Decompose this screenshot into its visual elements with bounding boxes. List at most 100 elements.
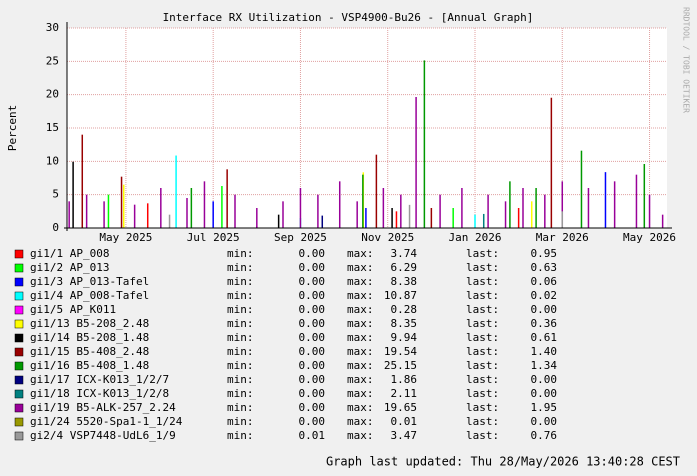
legend-swatch bbox=[14, 291, 24, 301]
stat-label: last: bbox=[466, 429, 499, 442]
stat-value: 1.40 bbox=[531, 345, 558, 358]
y-tick-label: 5 bbox=[52, 188, 59, 201]
stat-value: 0.00 bbox=[299, 261, 326, 274]
stat-value: 0.00 bbox=[531, 373, 558, 386]
legend-swatch bbox=[14, 263, 24, 273]
legend-swatch bbox=[14, 249, 24, 259]
stat-label: min: bbox=[227, 401, 254, 414]
stat-value: 0.00 bbox=[299, 387, 326, 400]
stat-value: 0.06 bbox=[531, 275, 558, 288]
stat-value: 3.47 bbox=[391, 429, 418, 442]
legend-label: gi1/2 AP_013 bbox=[30, 261, 109, 274]
x-tick-label: Nov 2025 bbox=[361, 231, 414, 244]
legend-swatch bbox=[14, 347, 24, 357]
stat-value: 0.00 bbox=[299, 415, 326, 428]
stat-value: 0.00 bbox=[299, 331, 326, 344]
stat-label: min: bbox=[227, 317, 254, 330]
stat-label: max: bbox=[347, 373, 374, 386]
footer: Graph last updated: Thu 28/May/2026 13:4… bbox=[326, 455, 680, 469]
stat-label: max: bbox=[347, 261, 374, 274]
stat-value: 0.00 bbox=[299, 317, 326, 330]
legend-label: gi1/1 AP_008 bbox=[30, 247, 109, 260]
watermark: RRDTOOL / TOBI OETIKER bbox=[682, 7, 691, 113]
legend-swatch bbox=[14, 375, 24, 385]
stat-label: max: bbox=[347, 289, 374, 302]
stat-label: max: bbox=[347, 345, 374, 358]
legend-swatch bbox=[14, 277, 24, 287]
stat-value: 6.29 bbox=[391, 261, 418, 274]
stat-label: max: bbox=[347, 401, 374, 414]
stat-value: 8.35 bbox=[391, 317, 418, 330]
stat-value: 9.94 bbox=[391, 331, 418, 344]
stat-label: max: bbox=[347, 275, 374, 288]
stat-label: last: bbox=[466, 261, 499, 274]
stat-label: last: bbox=[466, 289, 499, 302]
stat-value: 0.00 bbox=[299, 289, 326, 302]
stat-value: 2.11 bbox=[391, 387, 418, 400]
stat-value: 0.00 bbox=[531, 415, 558, 428]
legend-swatch bbox=[14, 305, 24, 315]
stat-label: min: bbox=[227, 261, 254, 274]
y-tick-label: 20 bbox=[46, 88, 59, 101]
stat-value: 25.15 bbox=[384, 359, 417, 372]
stat-value: 1.86 bbox=[391, 373, 418, 386]
legend-label: gi2/4 VSP7448-UdL6_1/9 bbox=[30, 429, 176, 442]
stat-label: min: bbox=[227, 303, 254, 316]
stat-label: min: bbox=[227, 331, 254, 344]
stat-label: last: bbox=[466, 247, 499, 260]
stat-value: 8.38 bbox=[391, 275, 418, 288]
stat-label: max: bbox=[347, 415, 374, 428]
stat-value: 10.87 bbox=[384, 289, 417, 302]
y-tick-label: 0 bbox=[52, 221, 59, 234]
stat-value: 0.02 bbox=[531, 289, 558, 302]
legend-label: gi1/15 B5-408_2.48 bbox=[30, 345, 149, 358]
legend-label: gi1/3 AP_013-Tafel bbox=[30, 275, 149, 288]
stat-label: last: bbox=[466, 303, 499, 316]
stat-value: 1.34 bbox=[531, 359, 558, 372]
stat-value: 19.54 bbox=[384, 345, 417, 358]
stat-value: 0.01 bbox=[391, 415, 418, 428]
stat-label: min: bbox=[227, 415, 254, 428]
stat-label: last: bbox=[466, 275, 499, 288]
legend-label: gi1/18 ICX-K013_1/2/8 bbox=[30, 387, 169, 400]
legend-label: gi1/13 B5-208_2.48 bbox=[30, 317, 149, 330]
legend-label: gi1/5 AP_K011 bbox=[30, 303, 116, 316]
legend-swatch bbox=[14, 333, 24, 343]
stat-value: 0.00 bbox=[531, 387, 558, 400]
stat-label: last: bbox=[466, 345, 499, 358]
stat-label: min: bbox=[227, 387, 254, 400]
x-tick-label: Sep 2025 bbox=[274, 231, 327, 244]
stat-value: 0.00 bbox=[299, 303, 326, 316]
stat-value: 19.65 bbox=[384, 401, 417, 414]
stat-label: min: bbox=[227, 359, 254, 372]
stat-label: last: bbox=[466, 331, 499, 344]
stat-label: min: bbox=[227, 275, 254, 288]
stat-value: 0.00 bbox=[299, 275, 326, 288]
stat-label: max: bbox=[347, 387, 374, 400]
stat-label: min: bbox=[227, 247, 254, 260]
stat-value: 0.00 bbox=[299, 401, 326, 414]
y-tick-label: 10 bbox=[46, 154, 59, 167]
stat-value: 0.76 bbox=[531, 429, 558, 442]
stat-label: last: bbox=[466, 317, 499, 330]
stat-value: 3.74 bbox=[391, 247, 418, 260]
x-tick-label: Jul 2025 bbox=[187, 231, 240, 244]
legend-label: gi1/14 B5-208_1.48 bbox=[30, 331, 149, 344]
legend-swatch bbox=[14, 361, 24, 371]
legend-label: gi1/4 AP_008-Tafel bbox=[30, 289, 149, 302]
legend-swatch bbox=[14, 319, 24, 329]
stat-label: max: bbox=[347, 359, 374, 372]
stat-value: 0.01 bbox=[299, 429, 326, 442]
stat-value: 0.00 bbox=[531, 303, 558, 316]
legend-swatch bbox=[14, 431, 24, 441]
stat-label: last: bbox=[466, 359, 499, 372]
x-tick-label: Mar 2026 bbox=[536, 231, 589, 244]
legend-label: gi1/24 5520-Spa1-1_1/24 bbox=[30, 415, 183, 428]
y-tick-label: 25 bbox=[46, 54, 59, 67]
x-tick-label: May 2025 bbox=[99, 231, 152, 244]
stat-value: 1.95 bbox=[531, 401, 558, 414]
stat-label: last: bbox=[466, 415, 499, 428]
stat-label: max: bbox=[347, 247, 374, 260]
stat-value: 0.00 bbox=[299, 359, 326, 372]
